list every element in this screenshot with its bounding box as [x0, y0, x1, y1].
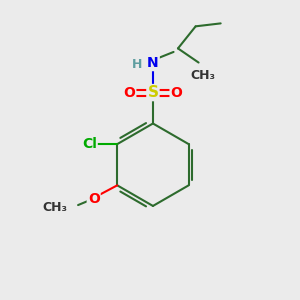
Text: CH₃: CH₃ — [42, 201, 67, 214]
Text: O: O — [171, 85, 182, 100]
Text: H: H — [132, 58, 142, 71]
Text: Cl: Cl — [82, 137, 97, 151]
Text: CH₃: CH₃ — [190, 69, 215, 82]
Text: N: N — [147, 56, 159, 70]
Text: O: O — [88, 192, 100, 206]
Text: S: S — [147, 85, 158, 100]
Text: O: O — [124, 85, 135, 100]
